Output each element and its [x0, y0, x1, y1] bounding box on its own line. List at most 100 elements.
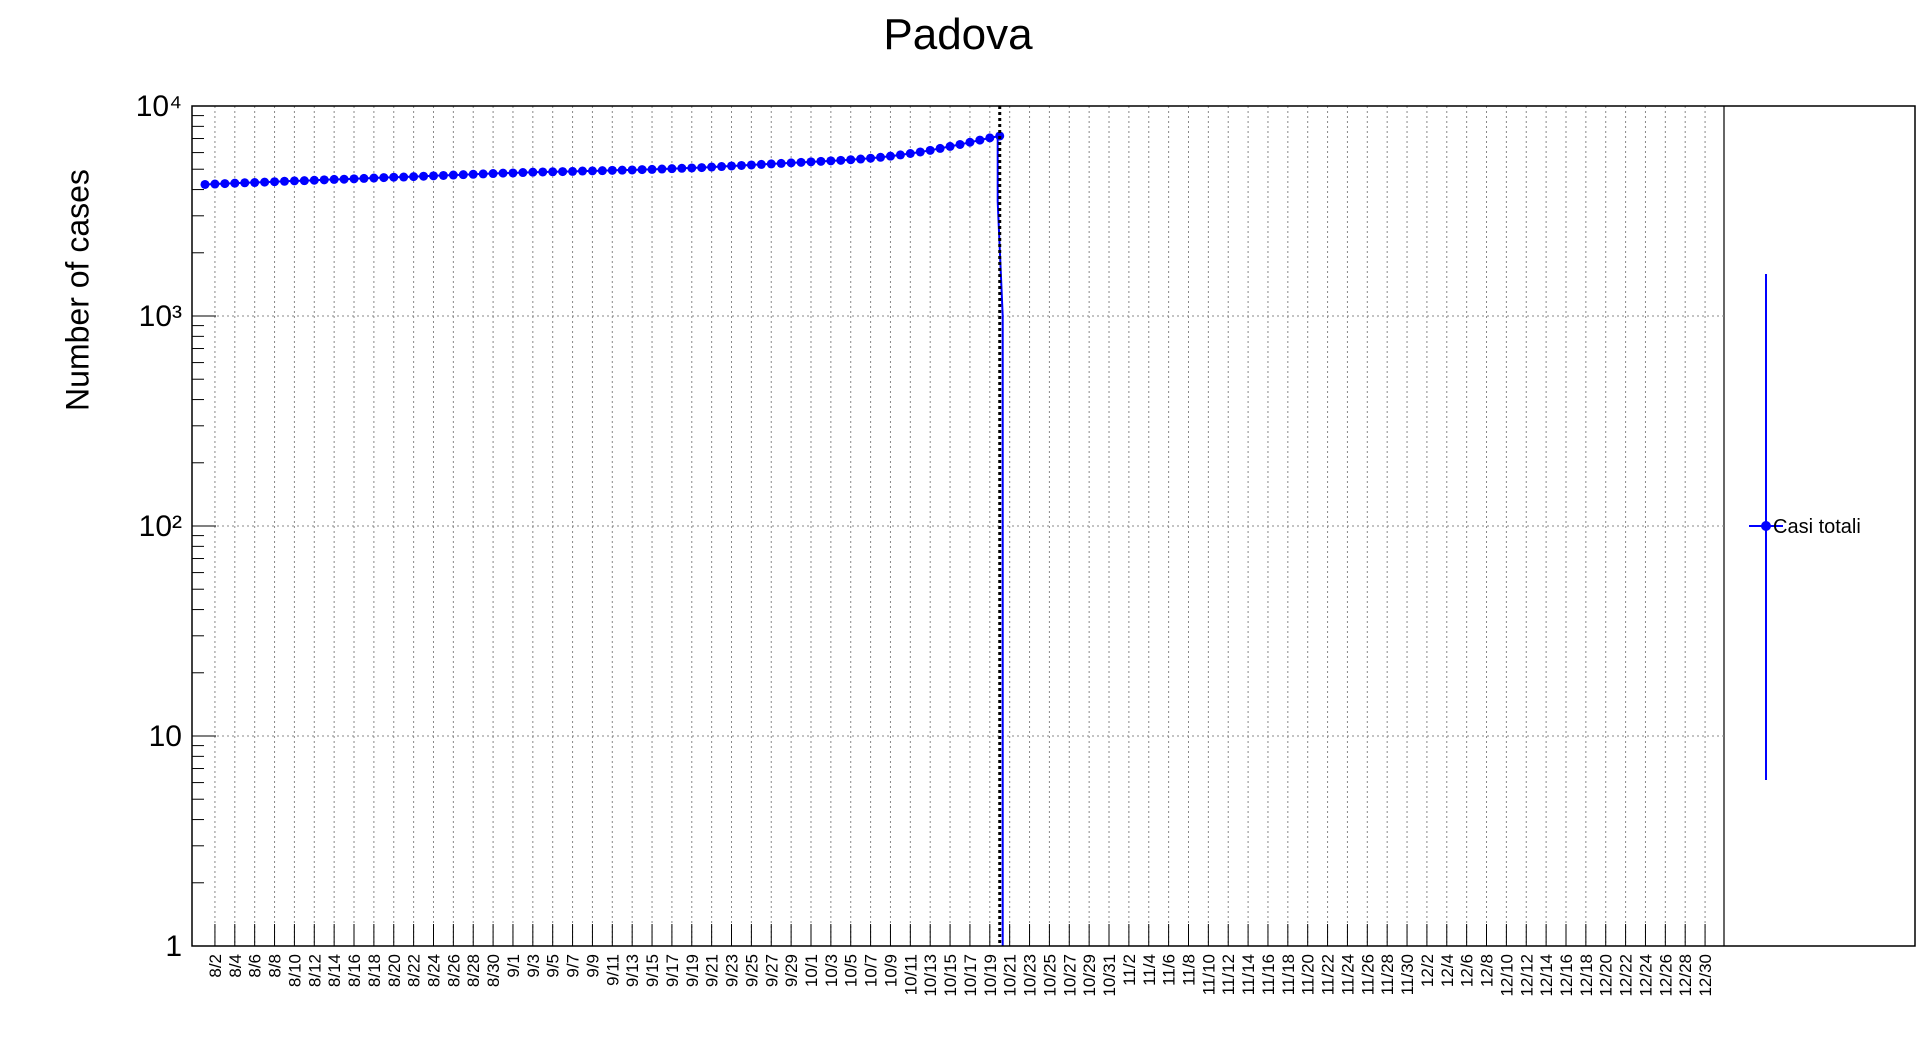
- x-tick-label: 11/20: [1299, 954, 1318, 995]
- series-casi-totali: [200, 106, 1005, 946]
- x-tick-label: 10/17: [961, 954, 980, 997]
- data-point: [538, 167, 548, 177]
- x-tick-label: 9/17: [663, 954, 682, 987]
- x-tick-label: 11/14: [1239, 954, 1258, 995]
- x-tick-label: 11/24: [1338, 954, 1357, 995]
- data-point: [399, 172, 409, 182]
- data-point: [250, 178, 260, 188]
- x-tick-label: 10/21: [1001, 954, 1020, 997]
- data-point: [240, 178, 250, 188]
- data-point: [955, 139, 965, 149]
- x-tick-label: 10/23: [1021, 954, 1040, 997]
- x-tick-label: 10/9: [881, 954, 900, 987]
- data-point: [468, 169, 478, 179]
- data-point: [786, 158, 796, 168]
- data-point: [846, 155, 856, 165]
- x-tick-label: 8/12: [305, 954, 324, 987]
- data-point: [856, 154, 866, 164]
- data-point: [627, 165, 637, 175]
- y-tick-label: 10: [149, 720, 182, 753]
- data-point: [289, 176, 299, 186]
- x-tick-label: 8/24: [424, 954, 443, 987]
- x-tick-label: 12/18: [1577, 954, 1596, 997]
- data-point: [339, 174, 349, 184]
- data-point: [379, 173, 389, 183]
- data-point: [736, 160, 746, 170]
- data-point: [806, 157, 816, 167]
- legend-entry-casi-totali: Casi totali: [1773, 516, 1861, 538]
- x-tick-label: 11/6: [1160, 954, 1179, 986]
- x-tick-label: 11/18: [1279, 954, 1298, 995]
- data-point: [438, 170, 448, 180]
- x-tick-label: 12/6: [1458, 954, 1477, 987]
- data-point: [309, 175, 319, 185]
- x-tick-label: 10/15: [941, 954, 960, 997]
- x-tick-label: 9/1: [504, 954, 523, 978]
- data-point: [717, 162, 727, 172]
- data-point: [428, 171, 438, 181]
- x-tick-label: 9/11: [603, 954, 622, 986]
- data-point: [915, 147, 925, 157]
- x-tick-label: 12/2: [1418, 954, 1437, 987]
- data-point: [369, 173, 379, 183]
- data-point: [419, 171, 429, 181]
- data-point: [578, 166, 587, 176]
- x-tick-label: 9/25: [742, 954, 761, 987]
- x-tick-label: 8/20: [385, 954, 404, 987]
- data-point: [488, 169, 498, 179]
- x-tick-label: 8/22: [405, 954, 424, 987]
- x-tick-label: 12/12: [1517, 954, 1536, 997]
- data-point: [279, 176, 289, 186]
- x-tick-label: 10/31: [1100, 954, 1119, 997]
- data-point: [329, 174, 339, 184]
- x-tick-label: 12/10: [1497, 954, 1516, 997]
- chart-title: Padova: [883, 10, 1033, 59]
- data-point: [707, 162, 717, 172]
- data-point: [746, 160, 756, 170]
- x-tick-label: 10/3: [822, 954, 841, 987]
- x-tick-label: 12/26: [1656, 954, 1675, 997]
- x-tick-label: 8/10: [285, 954, 304, 987]
- legend: [1725, 106, 1915, 946]
- x-tick-label: 9/29: [782, 954, 801, 987]
- grid: [192, 106, 1725, 946]
- x-tick-label: 11/10: [1199, 954, 1218, 995]
- data-point: [667, 164, 677, 174]
- data-point: [677, 163, 687, 173]
- data-point: [816, 156, 826, 166]
- data-point: [568, 166, 578, 176]
- x-tick-label: 11/12: [1219, 954, 1238, 995]
- y-tick-label: 10²: [139, 510, 182, 543]
- data-point: [230, 178, 240, 188]
- data-point: [349, 174, 359, 184]
- data-point: [876, 152, 886, 162]
- data-point: [359, 173, 369, 183]
- x-tick-label: 12/22: [1617, 954, 1636, 997]
- data-point: [766, 159, 776, 169]
- data-point: [607, 165, 617, 175]
- x-tick-label: 9/5: [544, 954, 563, 978]
- data-point: [995, 131, 1005, 141]
- x-tick-label: 10/11: [901, 954, 920, 995]
- data-point: [657, 164, 667, 174]
- x-tick-label: 10/19: [981, 954, 1000, 997]
- data-point: [687, 163, 697, 173]
- plot-frame: [191, 105, 1916, 947]
- data-point: [558, 167, 568, 177]
- data-point: [935, 143, 945, 153]
- x-tick-label: 11/16: [1259, 954, 1278, 995]
- x-tick-label: 8/30: [484, 954, 503, 987]
- data-point: [210, 179, 220, 189]
- data-point: [548, 167, 558, 177]
- x-tick-label: 9/15: [643, 954, 662, 987]
- legend-marker: [1749, 274, 1783, 780]
- x-tick-label: 8/8: [266, 954, 285, 978]
- x-tick-label: 9/13: [623, 954, 642, 987]
- x-tick-label: 8/6: [246, 954, 265, 978]
- data-point: [319, 175, 329, 185]
- x-tick-label: 10/29: [1080, 954, 1099, 997]
- x-tick-label: 12/8: [1478, 954, 1497, 987]
- data-point: [776, 158, 786, 168]
